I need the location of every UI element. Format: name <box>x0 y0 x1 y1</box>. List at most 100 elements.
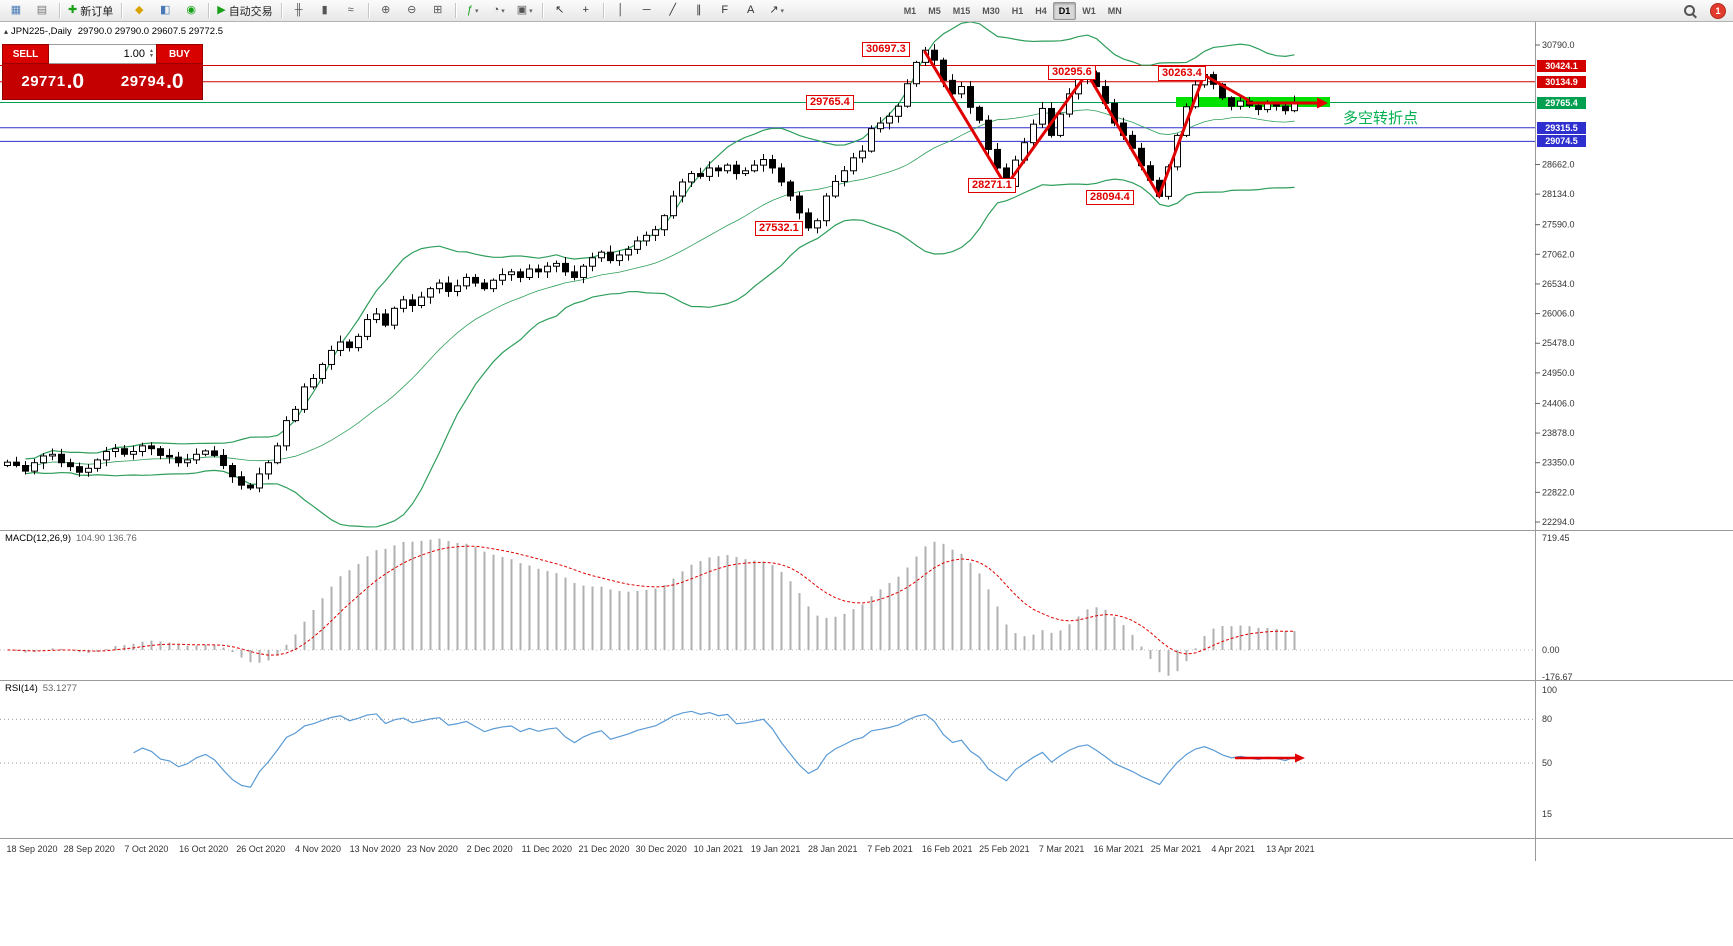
rsi-name: RSI(14) <box>5 683 38 694</box>
trendline-tool-button[interactable]: ╱ <box>661 1 685 21</box>
svg-text:30 Dec 2020: 30 Dec 2020 <box>636 844 687 854</box>
svg-text:28 Jan 2021: 28 Jan 2021 <box>808 844 858 854</box>
price-annotation[interactable]: 28271.1 <box>968 178 1016 193</box>
price-axis-tag: 30134.9 <box>1537 75 1586 88</box>
timeframe-m30[interactable]: M30 <box>982 5 1000 16</box>
bar-chart-mode-icon: ╫ <box>294 4 303 16</box>
macd-values: 104.90 136.76 <box>76 533 137 544</box>
svg-text:25 Feb 2021: 25 Feb 2021 <box>979 844 1030 854</box>
fibonacci-tool-icon: F <box>721 4 729 16</box>
timeframe-mn[interactable]: MN <box>1107 5 1122 16</box>
svg-text:4 Apr 2021: 4 Apr 2021 <box>1211 844 1255 854</box>
lot-size-field[interactable]: 1.00 ▲ ▼ <box>49 44 156 64</box>
svg-text:7 Oct 2020: 7 Oct 2020 <box>124 844 168 854</box>
fibonacci-tool-button[interactable]: F <box>713 1 737 21</box>
timeframe-h4[interactable]: H4 <box>1035 5 1047 16</box>
chevron-down-icon: ▾ <box>474 7 479 15</box>
new-order-button[interactable]: ✚ 新订单 <box>65 1 116 21</box>
market-button[interactable]: ◉ <box>179 1 203 21</box>
price-annotation[interactable]: 27532.1 <box>755 221 803 236</box>
timeframe-d1[interactable]: D1 <box>1052 1 1077 20</box>
turning-point-note[interactable]: 多空转折点 <box>1343 110 1419 127</box>
svg-text:7 Feb 2021: 7 Feb 2021 <box>867 844 913 854</box>
line-chart-mode-icon: ≈ <box>347 4 354 16</box>
ask-price-pips: .0 <box>166 70 184 93</box>
tile-windows-button[interactable]: ⊞ <box>426 1 450 21</box>
text-tool-icon: A <box>747 4 755 16</box>
search-button[interactable] <box>1677 1 1701 21</box>
svg-text:21 Dec 2020: 21 Dec 2020 <box>578 844 629 854</box>
timeframe-m15[interactable]: M15 <box>952 5 971 16</box>
svg-text:16 Mar 2021: 16 Mar 2021 <box>1094 844 1145 854</box>
horizontal-line-tool-button[interactable]: ─ <box>635 1 659 21</box>
indicators-button[interactable]: ƒ ▾ <box>461 1 485 21</box>
arrows-tool-button[interactable]: ↗ ▾ <box>765 1 789 21</box>
new-chart-button[interactable]: ▦ <box>4 1 28 21</box>
toolbar-separator <box>454 3 456 18</box>
toolbar-separator <box>280 3 282 18</box>
expand-icon[interactable]: ▴ <box>4 27 9 36</box>
lot-increase-icon[interactable]: ▲ <box>149 48 154 54</box>
line-chart-mode-button[interactable]: ≈ <box>339 1 363 21</box>
ask-price[interactable]: 29794 .0 <box>103 64 203 99</box>
symbols-button[interactable]: ◆ <box>127 1 151 21</box>
price-annotation[interactable]: 30697.3 <box>862 42 910 57</box>
text-tool-button[interactable]: A <box>739 1 763 21</box>
price-axis-tag: 29074.5 <box>1537 135 1586 148</box>
price-annotation[interactable]: 28094.4 <box>1086 190 1134 205</box>
channel-tool-icon: ∥ <box>695 4 702 16</box>
timeframe-m5[interactable]: M5 <box>928 5 941 16</box>
timeframe-w1[interactable]: W1 <box>1082 5 1096 16</box>
rsi-indicator-label: RSI(14) 53.1277 <box>5 683 77 694</box>
lot-decrease-icon[interactable]: ▼ <box>149 53 154 59</box>
channel-tool-button[interactable]: ∥ <box>687 1 711 21</box>
price-annotation[interactable]: 29765.4 <box>806 95 854 110</box>
ask-price-main: 29794 <box>120 73 166 90</box>
one-click-buttons-row: SELL 1.00 ▲ ▼ BUY <box>2 44 203 64</box>
svg-text:-176.67: -176.67 <box>1542 672 1573 682</box>
symbol-period-label: JPN225-,Daily <box>11 26 72 37</box>
svg-text:23 Nov 2020: 23 Nov 2020 <box>407 844 458 854</box>
accounts-icon: ◧ <box>160 4 171 16</box>
buy-button[interactable]: BUY <box>156 44 203 64</box>
toolbar-separator <box>367 3 369 18</box>
price-annotation[interactable]: 30263.4 <box>1158 66 1206 81</box>
vertical-line-tool-button[interactable]: │ <box>609 1 633 21</box>
timeframe-m1[interactable]: M1 <box>903 5 917 16</box>
chevron-down-icon: ▾ <box>780 7 785 15</box>
svg-text:28134.0: 28134.0 <box>1542 189 1575 199</box>
bid-price[interactable]: 29771 .0 <box>3 64 103 99</box>
svg-text:26006.0: 26006.0 <box>1542 309 1575 319</box>
timeframe-h1[interactable]: H1 <box>1011 5 1024 16</box>
sell-button[interactable]: SELL <box>2 44 49 64</box>
cursor-button[interactable]: ↖ <box>548 1 572 21</box>
lot-spinner[interactable]: ▲ ▼ <box>149 49 154 59</box>
autotrading-button[interactable]: ▶ 自动交易 <box>214 1 275 21</box>
toolbar-right: 1 <box>1676 1 1730 21</box>
new-chart-icon: ▦ <box>10 4 22 16</box>
chart-title: ▴ JPN225-,Daily 29790.0 29790.0 29607.5 29… <box>4 26 223 37</box>
svg-text:80: 80 <box>1542 714 1552 724</box>
profiles-button[interactable]: ▤ <box>30 1 54 21</box>
chevron-down-icon: ▾ <box>501 7 505 15</box>
price-annotation[interactable]: 30295.6 <box>1048 65 1096 80</box>
indicators-icon: ƒ <box>466 4 473 16</box>
crosshair-button[interactable]: + <box>574 1 598 21</box>
zoom-out-button[interactable]: ⊖ <box>400 1 424 21</box>
templates-button[interactable]: ▣ ▾ <box>513 1 537 21</box>
zoom-in-button[interactable]: ⊕ <box>374 1 398 21</box>
svg-text:100: 100 <box>1542 685 1557 695</box>
templates-icon: ▣ <box>516 4 528 16</box>
notification-badge[interactable]: 1 <box>1710 2 1726 19</box>
accounts-button[interactable]: ◧ <box>153 1 177 21</box>
bar-chart-mode-button[interactable]: ╫ <box>287 1 311 21</box>
svg-text:18 Sep 2020: 18 Sep 2020 <box>6 844 57 854</box>
autotrading-label: 自动交易 <box>228 5 273 18</box>
macd-name: MACD(12,26,9) <box>5 533 71 544</box>
price-axis-tag: 30424.1 <box>1537 59 1586 72</box>
toolbar-separator <box>59 3 60 18</box>
periods-button[interactable]: ◔ ▾ <box>487 1 511 21</box>
candlestick-mode-button[interactable]: ▮ <box>313 1 337 21</box>
